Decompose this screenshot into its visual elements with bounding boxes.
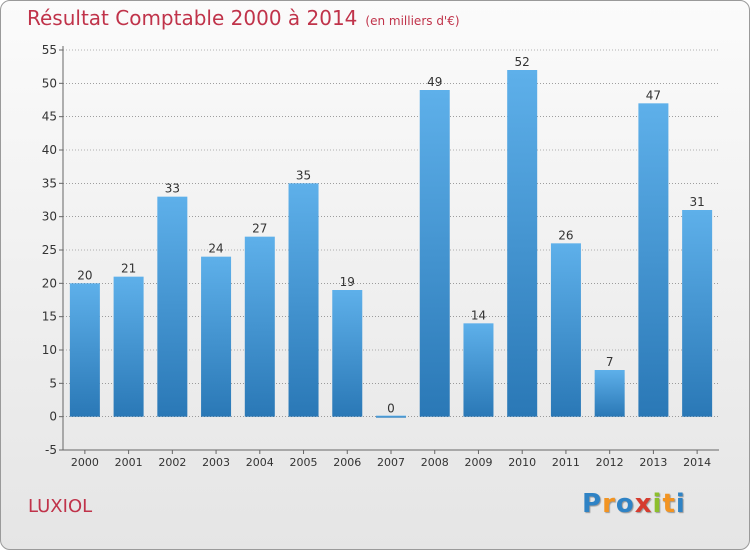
bar-value-label: 33 [165,182,180,196]
x-tick-label: 2010 [508,456,536,469]
bar-value-label: 20 [77,268,92,282]
y-tick-label: 20 [42,276,57,290]
logo-letter: x [634,489,653,519]
y-tick-label: -5 [45,443,57,457]
y-tick-label: 25 [42,243,57,257]
y-tick-label: 35 [42,176,57,190]
x-tick-label: 2007 [377,456,405,469]
bar-2007 [376,415,406,418]
x-tick-label: 2005 [290,456,318,469]
bar-value-label: 31 [689,195,704,209]
bar-2013 [638,103,669,417]
y-tick-label: 45 [42,110,57,124]
location-label: LUXIOL [28,496,93,517]
chart-title-unit: (en milliers d'€) [365,14,460,28]
bar-2005 [288,183,319,417]
x-tick-label: 2003 [202,456,230,469]
bar-2000 [69,283,100,417]
bar-2008 [419,90,450,417]
chart-title-main: Résultat Comptable 2000 à 2014 [27,6,358,30]
bar-2004 [244,236,275,417]
bar-2002 [157,196,188,417]
bar-2003 [201,256,232,417]
x-tick-label: 2011 [552,456,580,469]
bar-value-label: 52 [515,55,530,69]
bar-value-label: 19 [340,275,355,289]
y-tick-label: 50 [42,76,57,90]
bar-value-label: 0 [387,402,395,416]
bar-2009 [463,323,494,417]
x-tick-label: 2000 [71,456,99,469]
bar-value-label: 26 [558,228,573,242]
y-tick-label: 5 [49,376,57,390]
x-tick-label: 2002 [158,456,186,469]
x-tick-label: 2001 [115,456,143,469]
bar-value-label: 7 [606,355,614,369]
bar-2010 [507,70,538,417]
proxiti-logo: Proxiti [582,489,686,519]
x-tick-label: 2013 [639,456,667,469]
bar-value-label: 35 [296,168,311,182]
logo-letter: P [582,489,603,519]
bar-value-label: 24 [208,242,223,256]
logo-letter: i [652,489,663,519]
logo-letter: o [615,489,635,519]
bar-value-label: 47 [646,88,661,102]
bar-2011 [550,243,581,417]
x-tick-label: 2012 [596,456,624,469]
y-tick-label: 0 [49,410,57,424]
y-tick-label: 30 [42,210,57,224]
bar-2006 [332,290,363,417]
x-tick-label: 2014 [683,456,711,469]
y-tick-label: 40 [42,143,57,157]
bar-value-label: 21 [121,262,136,276]
y-tick-label: 15 [42,310,57,324]
logo-letter: r [602,489,616,519]
logo-letter: t [662,489,676,519]
bar-2012 [594,370,625,417]
bar-2014 [682,210,713,417]
y-tick-label: 10 [42,343,57,357]
x-tick-label: 2009 [464,456,492,469]
x-tick-label: 2008 [421,456,449,469]
y-tick-label: 55 [42,43,57,57]
x-tick-label: 2004 [246,456,274,469]
bar-value-label: 49 [427,75,442,89]
bar-value-label: 27 [252,222,267,236]
x-tick-label: 2006 [333,456,361,469]
logo-letter: i [675,489,686,519]
bar-value-label: 14 [471,308,486,322]
chart-title: Résultat Comptable 2000 à 2014 (en millie… [27,6,460,30]
bar-2001 [113,276,144,417]
